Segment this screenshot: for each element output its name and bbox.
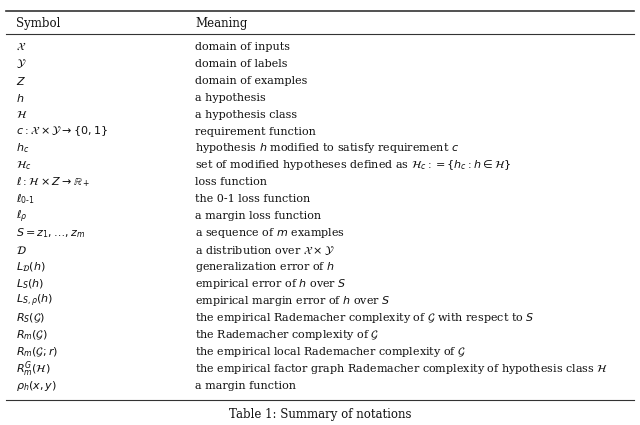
Text: $\ell_\rho$: $\ell_\rho$ bbox=[16, 208, 28, 224]
Text: $Z$: $Z$ bbox=[16, 75, 26, 87]
Text: empirical error of $h$ over $S$: empirical error of $h$ over $S$ bbox=[195, 277, 347, 291]
Text: domain of inputs: domain of inputs bbox=[195, 42, 290, 52]
Text: $L_{S}(h)$: $L_{S}(h)$ bbox=[16, 278, 44, 291]
Text: requirement function: requirement function bbox=[195, 127, 316, 136]
Text: set of modified hypotheses defined as $\mathcal{H}_c := \{h_c : h \in \mathcal{H: set of modified hypotheses defined as $\… bbox=[195, 159, 512, 173]
Text: domain of labels: domain of labels bbox=[195, 59, 288, 69]
Text: the empirical Rademacher complexity of $\mathcal{G}$ with respect to $S$: the empirical Rademacher complexity of $… bbox=[195, 311, 535, 325]
Text: $\rho_h(x,y)$: $\rho_h(x,y)$ bbox=[16, 379, 57, 393]
Text: the 0-1 loss function: the 0-1 loss function bbox=[195, 194, 310, 204]
Text: a margin function: a margin function bbox=[195, 381, 296, 391]
Text: $\ell_{0\text{-}1}$: $\ell_{0\text{-}1}$ bbox=[16, 193, 35, 206]
Text: $S = z_1, \ldots, z_m$: $S = z_1, \ldots, z_m$ bbox=[16, 227, 85, 240]
Text: a margin loss function: a margin loss function bbox=[195, 211, 321, 221]
Text: a sequence of $m$ examples: a sequence of $m$ examples bbox=[195, 226, 345, 240]
Text: hypothesis $h$ modified to satisfy requirement $c$: hypothesis $h$ modified to satisfy requi… bbox=[195, 142, 460, 156]
Text: $R_S(\mathcal{G})$: $R_S(\mathcal{G})$ bbox=[16, 311, 45, 325]
Text: $\mathcal{D}$: $\mathcal{D}$ bbox=[16, 244, 27, 256]
Text: Symbol: Symbol bbox=[16, 17, 60, 30]
Text: $R_m(\mathcal{G}; r)$: $R_m(\mathcal{G}; r)$ bbox=[16, 345, 58, 359]
Text: $L_{S,\rho}(h)$: $L_{S,\rho}(h)$ bbox=[16, 293, 53, 309]
Text: $h_c$: $h_c$ bbox=[16, 142, 29, 156]
Text: a hypothesis: a hypothesis bbox=[195, 93, 266, 102]
Text: $L_{\mathcal{D}}(h)$: $L_{\mathcal{D}}(h)$ bbox=[16, 261, 45, 274]
Text: the empirical local Rademacher complexity of $\mathcal{G}$: the empirical local Rademacher complexit… bbox=[195, 345, 466, 359]
Text: generalization error of $h$: generalization error of $h$ bbox=[195, 260, 335, 274]
Text: $\mathcal{Y}$: $\mathcal{Y}$ bbox=[16, 57, 26, 70]
Text: $h$: $h$ bbox=[16, 92, 24, 104]
Text: Table 1: Summary of notations: Table 1: Summary of notations bbox=[228, 408, 412, 421]
Text: Meaning: Meaning bbox=[195, 17, 248, 30]
Text: loss function: loss function bbox=[195, 177, 268, 187]
Text: $\mathcal{X}$: $\mathcal{X}$ bbox=[16, 41, 26, 52]
Text: domain of examples: domain of examples bbox=[195, 76, 308, 86]
Text: the Rademacher complexity of $\mathcal{G}$: the Rademacher complexity of $\mathcal{G… bbox=[195, 328, 380, 342]
Text: $\ell : \mathcal{H} \times Z \rightarrow \mathbb{R}_+$: $\ell : \mathcal{H} \times Z \rightarrow… bbox=[16, 176, 90, 189]
Text: $R_m^{G}(\mathcal{H})$: $R_m^{G}(\mathcal{H})$ bbox=[16, 359, 51, 379]
Text: a hypothesis class: a hypothesis class bbox=[195, 110, 298, 119]
Text: $\mathcal{H}$: $\mathcal{H}$ bbox=[16, 109, 28, 120]
Text: empirical margin error of $h$ over $S$: empirical margin error of $h$ over $S$ bbox=[195, 294, 390, 308]
Text: the empirical factor graph Rademacher complexity of hypothesis class $\mathcal{H: the empirical factor graph Rademacher co… bbox=[195, 362, 608, 376]
Text: $R_m(\mathcal{G})$: $R_m(\mathcal{G})$ bbox=[16, 328, 48, 342]
Text: a distribution over $\mathcal{X} \times \mathcal{Y}$: a distribution over $\mathcal{X} \times … bbox=[195, 244, 335, 257]
Text: $c : \mathcal{X} \times \mathcal{Y} \rightarrow \{0,1\}$: $c : \mathcal{X} \times \mathcal{Y} \rig… bbox=[16, 125, 108, 139]
Text: $\mathcal{H}_c$: $\mathcal{H}_c$ bbox=[16, 159, 31, 172]
